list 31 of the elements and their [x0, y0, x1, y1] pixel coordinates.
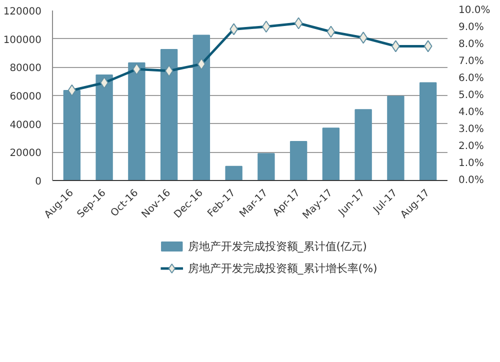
y-tick-label: 60000	[10, 92, 42, 102]
y2-tick-label: 6.0%	[458, 73, 484, 84]
bar	[192, 34, 210, 180]
bar	[322, 128, 340, 180]
bar	[128, 62, 146, 180]
bar	[225, 166, 242, 180]
bar	[96, 74, 113, 180]
y2-tick-label: 8.0%	[458, 39, 484, 50]
y2-tick-label: 2.0%	[458, 141, 484, 152]
bar	[354, 109, 372, 180]
bar	[258, 153, 275, 180]
bar	[160, 48, 178, 180]
y2-tick-label: 5.0%	[458, 90, 484, 101]
legend-label: 房地产开发完成投资额_累计值(亿元)	[188, 240, 367, 253]
y-tick-label: 40000	[10, 120, 42, 131]
y-tick-label: 100000	[3, 34, 42, 46]
y2-tick-label: 4.0%	[458, 107, 484, 118]
y-tick-label: 80000	[10, 63, 42, 74]
bar	[290, 141, 308, 180]
y-tick-label: 120000	[3, 6, 42, 18]
bar	[419, 82, 437, 180]
y-tick-label: 0	[35, 176, 42, 188]
y-tick-label: 20000	[10, 148, 42, 160]
y2-tick-label: 7.0%	[458, 56, 484, 67]
bar	[387, 96, 404, 180]
y2-tick-label: 0.0%	[458, 175, 484, 186]
y2-tick-label: 3.0%	[458, 124, 484, 135]
legend-label: 房地产开发完成投资额_累计增长率(%)	[188, 262, 378, 275]
y2-tick-label: 10.0%	[458, 5, 490, 16]
y2-tick-label: 9.0%	[458, 22, 484, 33]
y2-tick-label: 1.0%	[458, 158, 484, 169]
